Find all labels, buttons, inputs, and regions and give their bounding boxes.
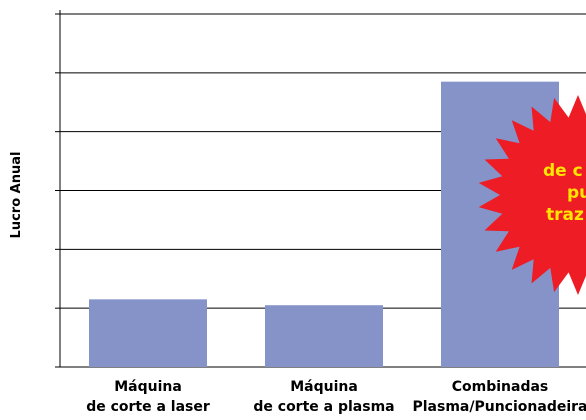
starburst-text-line: traz — [546, 205, 584, 225]
x-tick-label: Máquina — [114, 379, 182, 395]
starburst-shape — [478, 95, 586, 295]
x-tick-label: de corte a laser — [86, 399, 210, 415]
y-axis-ticks — [55, 13, 60, 368]
starburst-text-line: de c — [543, 161, 583, 181]
x-tick-labels: Máquina de corte a laser Máquina de corte a… — [86, 379, 586, 415]
starburst-text-line: pu — [567, 183, 586, 203]
x-tick-label: Plasma/Puncionadeira — [413, 399, 586, 415]
x-tick-label: de corte a plasma — [253, 399, 394, 415]
bar — [265, 305, 383, 367]
bars — [89, 81, 559, 368]
x-tick-label: Máquina — [290, 379, 358, 395]
x-tick-label: Combinadas — [452, 379, 549, 395]
bar — [89, 299, 207, 367]
y-axis-label: Lucro Anual — [9, 152, 24, 239]
